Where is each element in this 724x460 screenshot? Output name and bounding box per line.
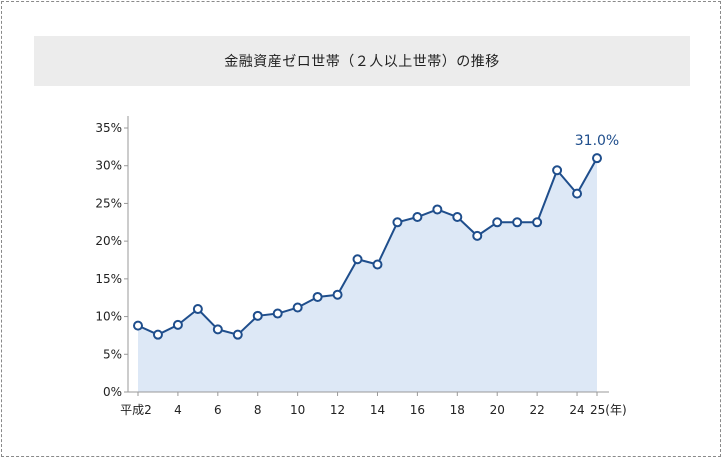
data-point: [172, 319, 183, 330]
x-tick-label: 6: [214, 403, 222, 417]
data-point: [352, 254, 363, 265]
data-point: [332, 289, 343, 300]
data-point: [572, 188, 583, 199]
data-point: [312, 291, 323, 302]
data-point: [392, 217, 403, 228]
y-tick-label: 5%: [103, 347, 122, 361]
axis-layer: 0% 5% 10% 15% 20% 25% 30% 35% 平成2 4 6 8 10 12 14 16 18 20…: [95, 116, 627, 417]
data-point: [552, 165, 563, 176]
y-tick-label: 20%: [95, 234, 122, 248]
x-tick-label: 8: [254, 403, 262, 417]
data-point: [192, 304, 203, 315]
y-tick-label: 25%: [95, 196, 122, 210]
area-fill: [138, 158, 597, 392]
x-tick-label: 16: [410, 403, 425, 417]
y-tick-label: 10%: [95, 310, 122, 324]
data-point: [232, 329, 243, 340]
y-tick-label: 15%: [95, 272, 122, 286]
x-tick-label: 14: [370, 403, 385, 417]
x-tick-label: 22: [529, 403, 544, 417]
data-point: [212, 324, 223, 335]
data-point: [412, 212, 423, 223]
data-point: [252, 310, 263, 321]
data-label-last: 31.0%: [575, 133, 619, 149]
area-layer: [138, 158, 597, 392]
data-point: [452, 212, 463, 223]
data-point: [472, 230, 483, 241]
data-point: [492, 217, 503, 228]
point-layer: [133, 153, 602, 340]
x-tick-label: 20: [490, 403, 505, 417]
x-tick-label: 12: [330, 403, 345, 417]
x-tick-label: 10: [290, 403, 305, 417]
data-point: [272, 308, 283, 319]
data-point: [152, 329, 163, 340]
x-tick-label: 25(年): [590, 403, 627, 417]
x-tick-label: 24: [569, 403, 584, 417]
data-point: [372, 259, 383, 270]
x-tick-label: 平成2: [120, 403, 152, 417]
y-tick-label: 35%: [95, 121, 122, 135]
chart-title-band: 金融資産ゼロ世帯（２人以上世帯）の推移: [34, 36, 690, 86]
data-point: [432, 204, 443, 215]
data-point: [592, 153, 602, 164]
data-point: [532, 217, 543, 228]
y-tick-label: 0%: [103, 385, 122, 399]
x-tick-label: 4: [174, 403, 182, 417]
label-layer: 31.0%: [575, 133, 619, 149]
data-point: [133, 320, 143, 331]
y-tick-label: 30%: [95, 159, 122, 173]
data-point: [512, 217, 523, 228]
x-tick-label: 18: [450, 403, 465, 417]
chart-title: 金融資産ゼロ世帯（２人以上世帯）の推移: [224, 54, 500, 70]
data-point: [292, 302, 303, 313]
